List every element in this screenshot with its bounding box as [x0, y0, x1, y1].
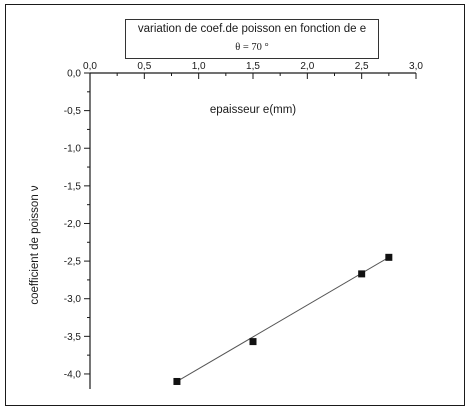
- x-tick-label: 2,5: [355, 61, 369, 72]
- y-tick-label: -3,0: [64, 294, 82, 305]
- chart-subtitle: θ = 70 °: [235, 42, 269, 53]
- y-tick-label: -2,5: [64, 257, 82, 268]
- y-tick-label: -4,0: [64, 369, 82, 380]
- data-point: [385, 253, 393, 261]
- y-tick-label: -0,5: [64, 106, 82, 117]
- data-point: [173, 377, 181, 385]
- y-tick-label: 0,0: [67, 69, 81, 80]
- y-axis-label: coefficient de poisson ν: [29, 185, 41, 305]
- x-axis-label: epaisseur e(mm): [210, 104, 296, 116]
- chart-title-box: variation de coef.de poisson en fonction…: [125, 19, 379, 59]
- axes-group: 0,0 0,5 1,0 1,5 2,0 2,5 3,0 0,0 -0,5 -1,0 -1,5 -2,0…: [64, 61, 423, 389]
- y-tick-label: -1,5: [64, 181, 82, 192]
- data-point: [358, 270, 366, 278]
- y-tick-label: -2,0: [64, 219, 82, 230]
- chart-title: variation de coef.de poisson en fonction…: [137, 23, 367, 35]
- x-tick-label: 1,5: [246, 61, 260, 72]
- x-tick-label: 3,0: [409, 61, 423, 72]
- data-points-group: [173, 253, 393, 385]
- x-tick-label: 0,5: [137, 61, 151, 72]
- y-tick-label: -1,0: [64, 144, 82, 155]
- x-tick-label: 1,0: [192, 61, 206, 72]
- fit-line: [176, 256, 390, 382]
- data-point: [249, 338, 257, 346]
- chart-frame: [5, 4, 465, 406]
- x-tick-label: 0,0: [83, 61, 97, 72]
- fit-line-group: [176, 256, 390, 382]
- y-tick-label: -3,5: [64, 332, 82, 343]
- x-tick-label: 2,0: [300, 61, 314, 72]
